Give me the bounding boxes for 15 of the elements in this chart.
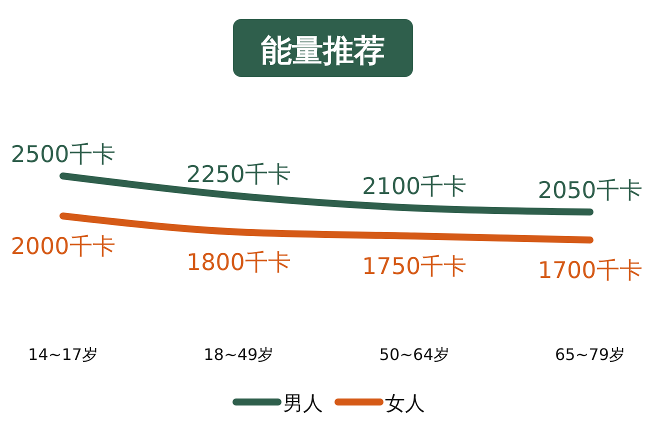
data-label: 2250千卡 (186, 162, 291, 188)
data-label: 2050千卡 (538, 178, 642, 204)
data-label: 1800千卡 (186, 250, 291, 276)
data-label: 2500千卡 (10, 142, 116, 168)
chart-title: 能量推荐 (261, 33, 385, 69)
data-label: 1750千卡 (362, 254, 467, 280)
x-tick-label: 50~64岁 (379, 345, 450, 364)
legend-label: 男人 (283, 391, 323, 415)
data-label: 2000千卡 (10, 234, 116, 260)
x-tick-label: 65~79岁 (554, 345, 626, 364)
data-label: 2100千卡 (362, 174, 467, 200)
x-tick-label: 14~17岁 (28, 345, 98, 364)
x-tick-label: 18~49岁 (204, 345, 274, 364)
legend-label: 女人 (385, 391, 425, 415)
data-label: 1700千卡 (538, 258, 642, 284)
